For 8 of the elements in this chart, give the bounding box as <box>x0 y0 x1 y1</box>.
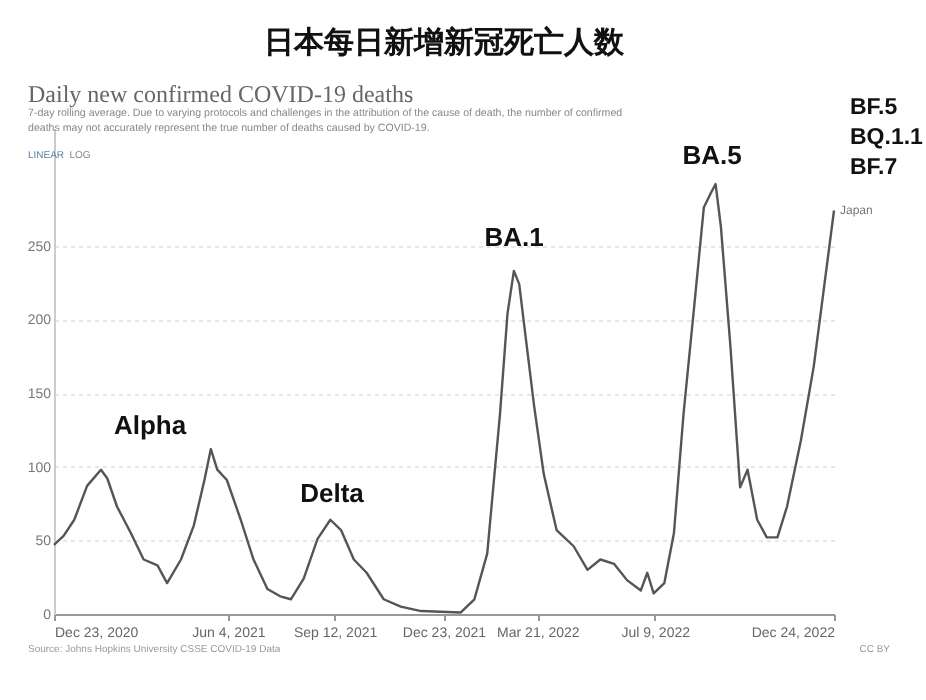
annotation: BA.5 <box>682 140 742 170</box>
annotation: Alpha <box>113 410 188 440</box>
chart-subtitle: Daily new confirmed COVID-19 deaths <box>28 80 414 108</box>
annotation: Delta <box>300 478 366 508</box>
line-series <box>52 182 836 614</box>
chart-title: 日本每日新增新冠死亡人数 <box>264 24 626 60</box>
annotation: BA.1 <box>484 222 544 252</box>
text: BF.5 BQ.1.1 BF.7 <box>850 96 925 180</box>
